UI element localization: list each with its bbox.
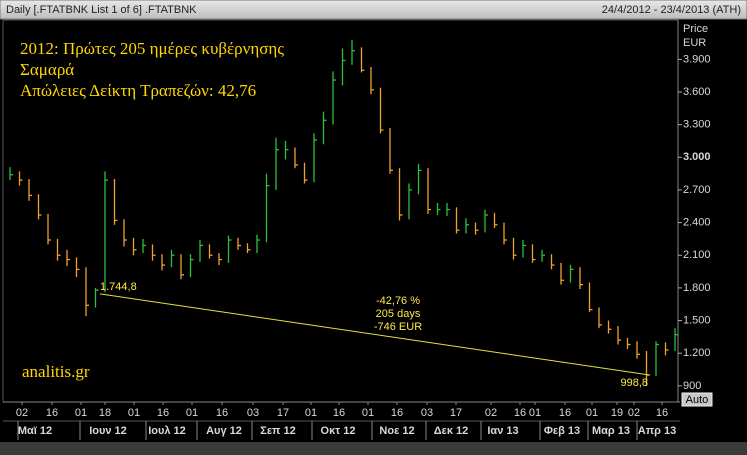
y-tick-label: 3.000 [683,151,711,163]
x-day-label: 19 [611,407,623,419]
x-month-label: Νοε 12 [379,425,414,437]
x-month-label: Αυγ 12 [206,425,242,437]
trend-start-label: 1.744,8 [100,281,137,293]
auto-scale-label[interactable]: Auto [686,394,709,406]
x-day-label: 02 [628,407,640,419]
y-axis-unit: EUR [683,37,706,49]
x-day-label: 16 [391,407,403,419]
x-month-label: Μαρ 13 [592,425,630,437]
x-month-label: Απρ 13 [638,425,676,437]
x-day-label: 03 [421,407,433,419]
auto-scale-button[interactable] [681,392,713,407]
y-tick-label: 2.100 [683,249,711,261]
x-day-label: 01 [362,407,374,419]
x-day-label: 16 [333,407,345,419]
x-day-label: 16 [514,407,526,419]
trend-line [99,293,651,376]
y-axis-title: Price [683,23,708,35]
x-month-label: Φεβ 13 [544,425,580,437]
y-tick-label: 900 [683,380,701,392]
change-label: -746 EUR [374,321,422,333]
y-tick-label: 1.200 [683,347,711,359]
x-month-label: Δεκ 12 [434,425,469,437]
x-day-label: 01 [75,407,87,419]
change-label: 205 days [376,308,421,320]
y-tick-label: 3.300 [683,119,711,131]
x-day-label: 01 [186,407,198,419]
annotation-line: Απώλειες Δείκτη Τραπεζών: 42,76 [20,81,256,100]
header-range: 24/4/2012 - 23/4/2013 (ATH) [602,4,741,16]
x-day-label: 17 [277,407,289,419]
x-month-label: Σεπ 12 [260,425,296,437]
x-day-label: 03 [247,407,259,419]
y-tick-label: 3.900 [683,53,711,65]
x-day-label: 16 [46,407,58,419]
x-day-label: 18 [99,407,111,419]
x-day-label: 16 [656,407,668,419]
source-label: analitis.gr [22,362,90,381]
x-month-label: Μαϊ 12 [18,425,52,437]
x-day-label: 01 [305,407,317,419]
x-day-label: 16 [559,407,571,419]
annotation-line: 2012: Πρώτες 205 ημέρες κυβέρνησης [20,39,284,58]
change-label: -42,76 % [376,295,420,307]
trend-end-label: 998,8 [620,377,648,389]
x-month-label: Ιαν 13 [487,425,518,437]
x-day-label: 16 [157,407,169,419]
x-day-label: 16 [216,407,228,419]
x-day-label: 01 [128,407,140,419]
y-tick-label: 3.600 [683,86,711,98]
x-day-label: 17 [450,407,462,419]
x-day-label: 02 [485,407,497,419]
x-month-label: Ιουν 12 [89,425,127,437]
x-day-label: 01 [586,407,598,419]
y-tick-label: 1.500 [683,314,711,326]
y-tick-label: 2.700 [683,184,711,196]
x-month-label: Ιουλ 12 [148,425,186,437]
y-tick-label: 2.400 [683,217,711,229]
annotation-line: Σαμαρά [20,60,74,79]
x-day-label: 02 [16,407,28,419]
x-day-label: 01 [529,407,541,419]
y-tick-label: 1.800 [683,282,711,294]
x-month-label: Οκτ 12 [321,425,356,437]
header-title: Daily [.FTATBNK List 1 of 6] .FTATBNK [6,4,197,16]
footer-bar [0,442,747,455]
header-bar [0,0,747,20]
